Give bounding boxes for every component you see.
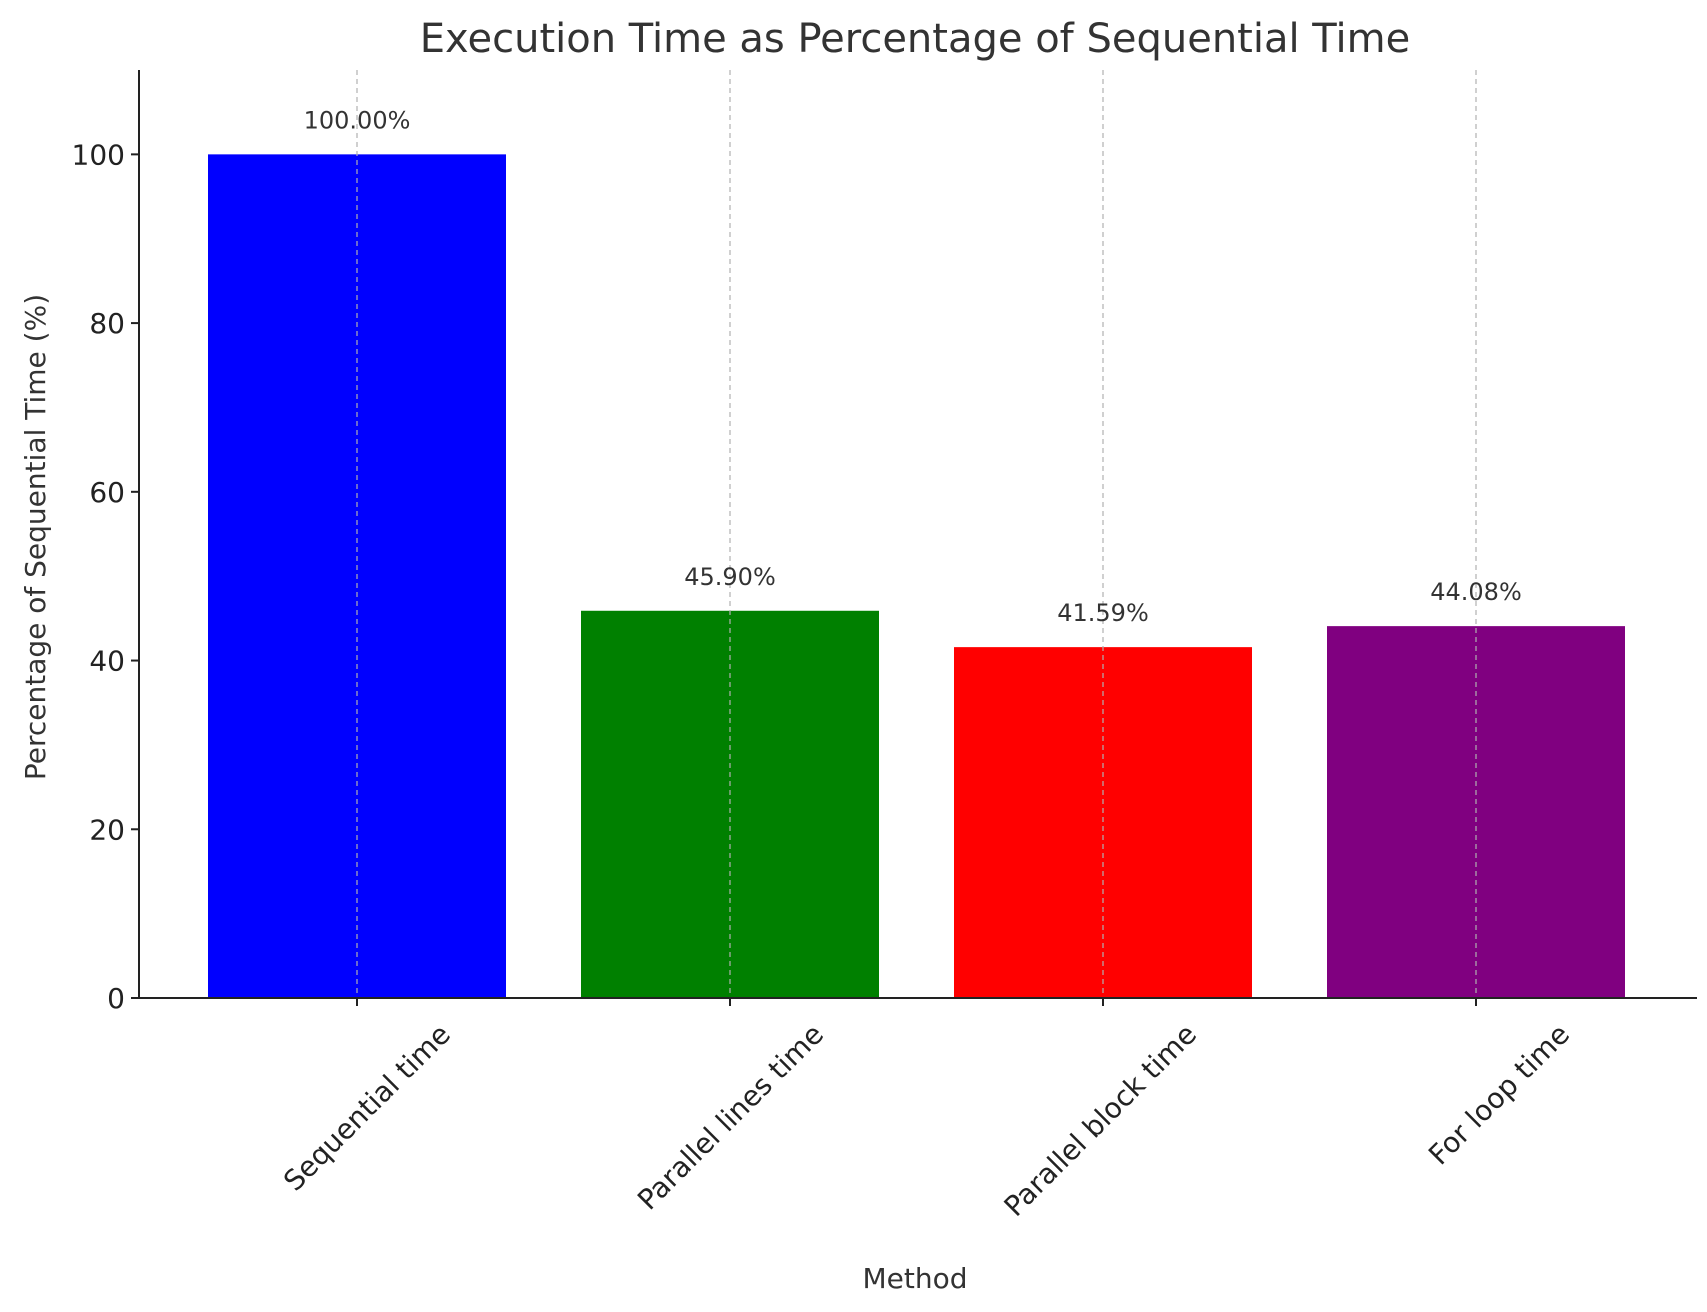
y-tick-label: 0 — [107, 982, 125, 1015]
y-tick-label: 60 — [89, 476, 125, 509]
x-tick-label: Parallel lines time — [631, 1018, 830, 1217]
value-label: 45.90% — [684, 563, 776, 591]
y-tick-label: 100 — [72, 138, 125, 171]
value-label: 44.08% — [1430, 578, 1522, 606]
x-tick-label: Sequential time — [277, 1018, 457, 1198]
y-tick-label: 40 — [89, 645, 125, 678]
y-axis-label: Percentage of Sequential Time (%) — [19, 294, 52, 780]
y-tick-label: 20 — [89, 813, 125, 846]
gridlines-front — [356, 70, 1477, 998]
x-tick-label: Parallel block time — [998, 1018, 1203, 1223]
bars — [208, 154, 1625, 998]
chart-title: Execution Time as Percentage of Sequenti… — [420, 16, 1410, 62]
x-axis-label: Method — [862, 1262, 967, 1295]
x-tick-label: For loop time — [1422, 1018, 1576, 1172]
value-label: 100.00% — [304, 106, 411, 134]
bar-parallel-block-time — [954, 647, 1252, 998]
y-tick-label: 80 — [89, 307, 125, 340]
value-labels: 100.00% 45.90% 41.59% 44.08% — [304, 106, 1522, 627]
value-label: 41.59% — [1057, 599, 1149, 627]
